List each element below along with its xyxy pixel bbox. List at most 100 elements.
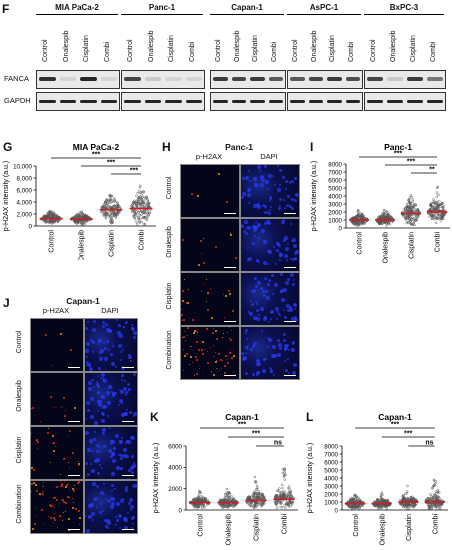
data-point: [260, 493, 264, 496]
data-point: [432, 505, 435, 508]
foci-dot: [195, 330, 197, 332]
foci-dot: [70, 349, 72, 351]
nucleus-dot: [126, 321, 128, 323]
x-tick-label: Control: [353, 514, 360, 537]
nucleus-dot: [92, 519, 94, 521]
if-image-ph2ax: [180, 326, 240, 380]
data-point: [402, 503, 405, 506]
nucleus-dot: [108, 385, 112, 389]
data-point: [383, 216, 386, 219]
nucleus-dot: [245, 232, 248, 235]
data-point: [138, 214, 142, 217]
scale-bar: [224, 375, 236, 376]
data-point: [136, 191, 139, 195]
blot-band: [250, 77, 265, 81]
data-point: [403, 208, 407, 212]
data-point: [145, 216, 149, 219]
data-point: [138, 184, 142, 188]
if-column-header: p-H2AX: [42, 306, 70, 315]
nucleus-dot: [96, 485, 98, 487]
data-point: [442, 213, 446, 217]
data-point: [408, 202, 412, 206]
data-point: [379, 498, 382, 501]
nucleus-dot: [267, 188, 269, 190]
nucleus-dot: [288, 349, 290, 351]
x-tick-label: Onalespib: [379, 514, 386, 546]
data-point: [141, 216, 145, 219]
nucleus-dot: [133, 415, 135, 417]
data-point: [257, 503, 260, 506]
data-point: [434, 206, 438, 209]
nucleus-dot: [269, 339, 271, 341]
nucleus-dot: [274, 184, 276, 186]
blot-band: [345, 100, 360, 103]
blot-strip-gapdh: [287, 92, 363, 111]
data-point: [437, 203, 440, 207]
blot-strip-fanca: [364, 70, 446, 89]
nucleus-dot: [263, 317, 267, 321]
significance-label: ***: [130, 168, 138, 175]
data-point: [352, 498, 355, 501]
data-point: [405, 490, 409, 493]
data-point: [283, 504, 286, 507]
foci-dot: [181, 314, 183, 316]
data-point: [281, 486, 284, 490]
nucleus-dot: [260, 287, 263, 290]
nucleus-dot: [264, 222, 267, 225]
nucleus-dot: [106, 328, 110, 332]
blot-band: [327, 77, 342, 81]
data-point: [145, 213, 149, 216]
nucleus-dot: [266, 220, 270, 224]
nucleus-dot: [131, 327, 135, 331]
data-point: [406, 220, 409, 224]
foci-dot: [188, 289, 189, 290]
data-point: [428, 503, 432, 506]
foci-dot: [51, 365, 52, 366]
foci-dot: [231, 357, 233, 359]
foci-dot: [219, 370, 220, 371]
data-point: [203, 506, 206, 509]
data-point: [278, 490, 282, 494]
nucleus-dot: [112, 345, 114, 347]
nucleus-dot: [253, 177, 257, 181]
nucleus-dot: [92, 341, 95, 344]
data-point: [435, 200, 438, 204]
foci-dot: [62, 520, 63, 521]
nucleus-dot: [99, 511, 102, 514]
data-point: [383, 221, 386, 224]
nucleus-dot: [273, 374, 275, 376]
nucleus-dot: [125, 488, 127, 490]
blot-band: [308, 77, 323, 81]
data-point: [109, 195, 112, 199]
data-point: [443, 213, 447, 216]
data-point: [198, 491, 201, 495]
data-point: [358, 507, 361, 510]
blot-lane-label: Control: [42, 39, 50, 62]
foci-dot: [207, 362, 209, 364]
x-tick-label: Combi: [432, 514, 439, 535]
if-column-header: DAPI: [260, 152, 278, 161]
data-point: [140, 202, 143, 206]
nucleus-dot: [250, 348, 253, 351]
data-point: [440, 202, 444, 205]
nucleus-dot: [248, 257, 252, 261]
data-point: [429, 493, 432, 496]
foci-dot: [191, 193, 193, 195]
significance-label: ns: [425, 440, 433, 447]
foci-dot: [65, 511, 66, 512]
data-point: [411, 200, 414, 204]
data-point: [196, 503, 199, 507]
data-point: [438, 496, 441, 500]
foci-dot: [184, 279, 185, 280]
nucleus-dot: [105, 498, 107, 500]
data-point: [436, 495, 440, 498]
nucleus-dot: [291, 180, 294, 183]
nucleus-dot: [253, 344, 255, 346]
nucleus-dot: [253, 228, 257, 232]
nucleus-dot: [90, 503, 94, 507]
y-tick-label: 7000: [328, 169, 342, 176]
foci-dot: [199, 368, 200, 369]
blot-band: [59, 100, 76, 103]
nucleus-dot: [97, 375, 99, 377]
